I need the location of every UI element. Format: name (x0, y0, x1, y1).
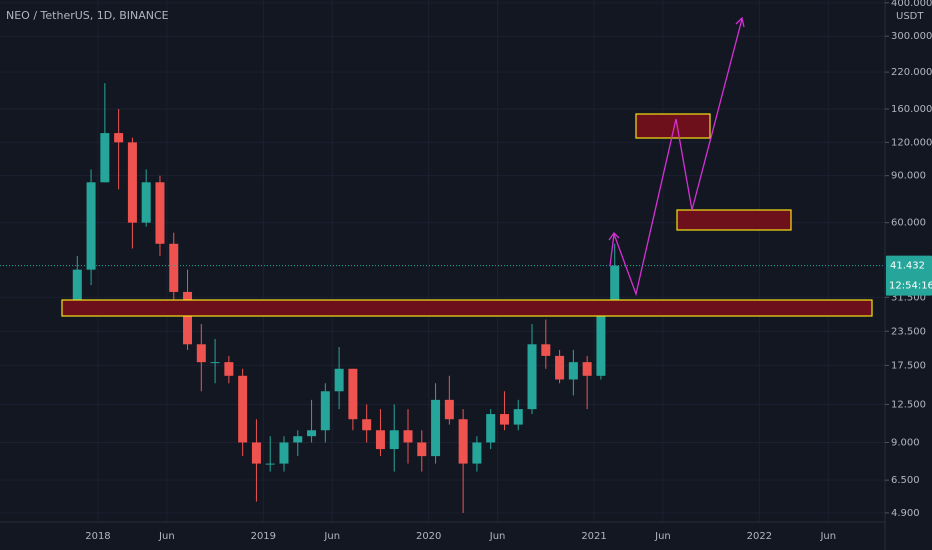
candle-body (293, 436, 303, 443)
candle-body (555, 355, 565, 380)
y-unit: USDT (896, 11, 924, 22)
y-tick-label: 300.000 (891, 31, 932, 42)
countdown-label: 12:54:16 (889, 281, 932, 292)
last-price-label: 41.432 (890, 261, 925, 272)
x-tick-label: 2022 (747, 531, 772, 542)
y-tick-label: 31.500 (891, 292, 926, 303)
candle-body (348, 368, 358, 420)
candle-body (375, 430, 385, 450)
candle-body (72, 269, 82, 303)
candle-body (568, 362, 578, 380)
y-tick-label: 160.000 (891, 104, 932, 115)
candle-body (472, 442, 482, 464)
last-price-box (886, 255, 932, 296)
candle-body (486, 414, 496, 443)
candle-body (100, 133, 110, 183)
candle-body (499, 414, 509, 425)
y-tick-label: 23.500 (891, 326, 926, 337)
y-tick-label: 220.000 (891, 67, 932, 78)
x-tick-label: 2018 (85, 531, 110, 542)
candle-body (265, 463, 275, 465)
x-tick-label: 2020 (416, 531, 441, 542)
y-tick-label: 12.500 (891, 399, 926, 410)
candle-body (279, 442, 289, 464)
candle-body (141, 182, 151, 223)
y-tick-label: 4.900 (891, 508, 920, 519)
y-tick-label: 6.500 (891, 475, 920, 486)
candle-body (127, 142, 137, 223)
support-zone (61, 299, 873, 317)
candle-body (183, 291, 193, 345)
grid (0, 0, 885, 522)
candle-body (114, 133, 124, 143)
candle-body (513, 409, 523, 425)
candle-body (210, 362, 220, 364)
x-tick-label: 2021 (581, 531, 606, 542)
chart-title: NEO / TetherUS, 1D, BINANCE (6, 9, 169, 22)
candle-body (541, 344, 551, 356)
x-tick-label: Jun (489, 531, 506, 542)
candle-body (417, 442, 427, 457)
arrow-head (608, 231, 620, 241)
candle-body (251, 442, 261, 464)
candle-body (582, 362, 592, 376)
projection-line (613, 18, 743, 297)
candle-body (320, 391, 330, 431)
candle-body (403, 430, 413, 443)
arrow-head (735, 16, 745, 28)
y-tick-label: 17.500 (891, 360, 926, 371)
candle-body (362, 419, 372, 431)
y-tick-label: 90.000 (891, 171, 926, 182)
candle-body (444, 399, 454, 420)
candle-body (196, 344, 206, 363)
y-tick-label: 400.000 (891, 0, 932, 9)
candle-body (527, 344, 537, 410)
candle-body (389, 430, 399, 450)
candle-body (458, 419, 468, 464)
x-tick-label: Jun (819, 531, 836, 542)
candle-body (86, 182, 96, 270)
candle-body (155, 182, 165, 244)
candle-body (596, 310, 606, 376)
x-tick-label: 2019 (251, 531, 276, 542)
x-tick-label: Jun (323, 531, 340, 542)
projection-line (609, 233, 615, 267)
target-zone (676, 209, 792, 231)
y-tick-label: 9.000 (891, 437, 920, 448)
candle-body (307, 430, 317, 437)
candles (72, 83, 620, 513)
candle-body (610, 265, 620, 311)
candle-body (238, 375, 248, 443)
candle-body (224, 362, 234, 376)
candle-body (431, 399, 441, 457)
candle-body (169, 243, 179, 292)
candle-body (334, 368, 344, 392)
x-tick-label: Jun (654, 531, 671, 542)
x-tick-label: Jun (158, 531, 175, 542)
y-tick-label: 120.000 (891, 137, 932, 148)
y-tick-label: 60.000 (891, 218, 926, 229)
